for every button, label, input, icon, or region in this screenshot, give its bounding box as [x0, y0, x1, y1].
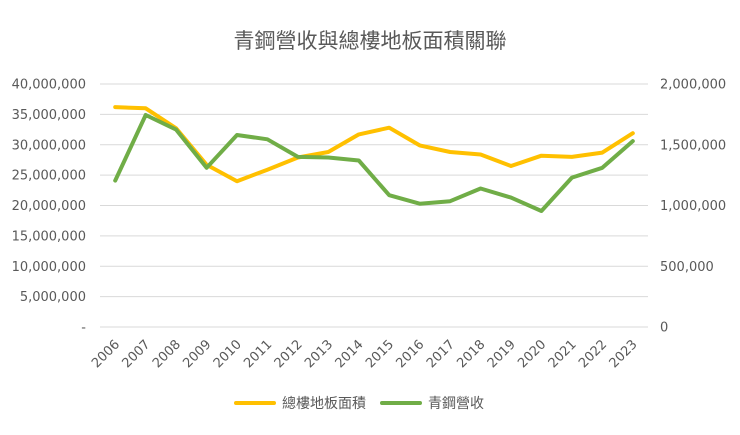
- x-tick-label: 2019: [485, 337, 519, 371]
- left-tick-label: 10,000,000: [12, 260, 86, 275]
- x-tick-label: 2018: [454, 337, 488, 371]
- x-tick-label: 2023: [607, 337, 641, 371]
- left-tick-label: 35,000,000: [12, 108, 86, 123]
- x-tick-label: 2007: [119, 337, 153, 371]
- x-tick-label: 2006: [89, 337, 123, 371]
- x-tick-label: 2022: [576, 337, 610, 371]
- left-tick-label: 15,000,000: [12, 229, 86, 244]
- series-line-2: [113, 113, 635, 213]
- left-tick-label: 20,000,000: [12, 199, 86, 214]
- x-tick-label: 2021: [546, 337, 580, 371]
- right-tick-label: 1,500,000: [660, 138, 726, 153]
- left-tick-label: 5,000,000: [20, 290, 86, 305]
- x-tick-label: 2015: [363, 337, 397, 371]
- x-tick-label: 2013: [302, 337, 336, 371]
- x-tick-label: 2009: [180, 337, 214, 371]
- x-tick-label: 2010: [211, 337, 245, 371]
- legend: 總樓地板面積 青鋼營收: [234, 395, 484, 412]
- x-tick-label: 2008: [150, 337, 184, 371]
- left-tick-label: 30,000,000: [12, 138, 86, 153]
- x-tick-label: 2017: [424, 337, 458, 371]
- x-tick-label: 2016: [393, 337, 427, 371]
- x-tick-label: 2020: [515, 337, 549, 371]
- chart-title: 青鋼營收與總樓地板面積關聯: [234, 29, 507, 53]
- right-tick-label: 0: [660, 321, 668, 336]
- series-lines: [113, 105, 635, 213]
- right-tick-label: 1,000,000: [660, 199, 726, 214]
- series-line-1: [113, 105, 635, 184]
- right-axis-ticks: 0 500,000 1,000,000 1,500,000 2,000,000: [660, 78, 726, 336]
- x-axis-ticks: 2006200720082009201020112012201320142015…: [89, 337, 641, 371]
- left-tick-label: 40,000,000: [12, 78, 86, 93]
- x-tick-label: 2011: [241, 337, 275, 371]
- left-tick-label: 25,000,000: [12, 169, 86, 184]
- left-axis-ticks: - 5,000,000 10,000,000 15,000,000 20,000,000…: [12, 78, 87, 336]
- left-tick-label: -: [81, 321, 86, 336]
- gridlines: [100, 83, 648, 328]
- x-tick-label: 2014: [333, 337, 367, 371]
- legend-label-2: 青鋼營收: [428, 396, 484, 412]
- x-tick-label: 2012: [272, 337, 306, 371]
- legend-label-1: 總樓地板面積: [282, 395, 366, 412]
- right-tick-label: 500,000: [660, 260, 714, 275]
- right-tick-label: 2,000,000: [660, 78, 726, 93]
